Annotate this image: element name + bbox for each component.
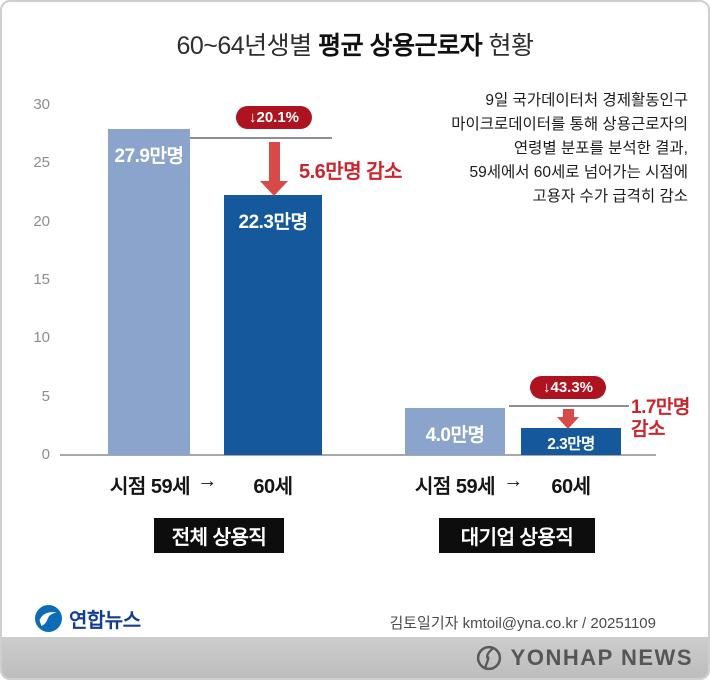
y-tick-label: 5 [41,387,50,405]
title-suffix: 현황 [482,32,535,60]
arrow-shaft [268,142,280,181]
description-text: 9일 국가데이터처 경제활동인구 마이크로데이터를 통해 상용근로자의 연령별 … [451,92,688,205]
x-label-age-59: 시점 59세 [109,476,191,498]
y-tick-label: 15 [33,271,50,288]
arrow-shaft [562,409,574,417]
x-label-age-60: 60세 [253,476,293,498]
watermark-text: YONHAP NEWS [510,644,693,670]
x-label-age-60: 60세 [551,476,591,498]
change-pct-badge: ↓20.1% [235,106,313,129]
connector-line [190,137,332,139]
change-amount-label: 1.7만명 감소 [631,397,690,440]
change-amount-label: 5.6만명 감소 [299,161,402,183]
yonhap-logo-icon [35,605,62,632]
y-tick-label: 20 [33,212,50,230]
bar-large-firm-59: 4.0만명 [405,408,505,455]
arrow-right-icon: → [503,470,523,492]
y-tick-label: 0 [41,446,50,463]
page-title: 60~64년생별 평균 상용근로자 현황 [2,26,708,62]
arrow-head [557,417,579,429]
group-label-large-firm: 대기업 상용직 [439,518,595,553]
x-axis-line [60,454,656,456]
group-label-total: 전체 상용직 [154,518,284,553]
y-tick-label: 25 [33,154,50,172]
agency-name: 연합뉴스 [69,610,141,632]
down-arrow-icon [260,142,288,196]
bar-total-59: 27.9만명 [108,129,190,455]
y-tick-label: 10 [33,329,50,347]
bar-value-label: 2.3만명 [547,436,595,453]
bar-value-label: 4.0만명 [425,425,485,446]
x-label-age-59: 시점 59세 [414,476,496,498]
bar-value-label: 27.9만명 [114,146,184,167]
title-prefix: 60~64년생별 [176,32,319,60]
watermark-strip: YONHAP NEWS [2,637,708,678]
yonhap-watermark-icon [476,645,501,670]
byline-credit: 김토일기자 kmtoil@yna.co.kr / 20251109 [389,615,656,632]
connector-line [509,405,629,407]
arrow-head [260,181,288,196]
agency-branding: 연합뉴스 [35,604,141,633]
bar-large-firm-60: 2.3만명 [521,428,621,455]
y-axis: 0 5 10 15 20 25 30 [16,2,50,472]
bar-value-label: 22.3만명 [238,212,308,233]
title-emphasis: 평균 상용근로자 [318,32,483,60]
arrow-right-icon: → [197,470,217,492]
down-arrow-icon [557,409,579,429]
y-tick-label: 30 [33,96,50,113]
change-pct-badge: ↓43.3% [529,376,607,399]
bar-total-60: 22.3만명 [224,195,322,455]
